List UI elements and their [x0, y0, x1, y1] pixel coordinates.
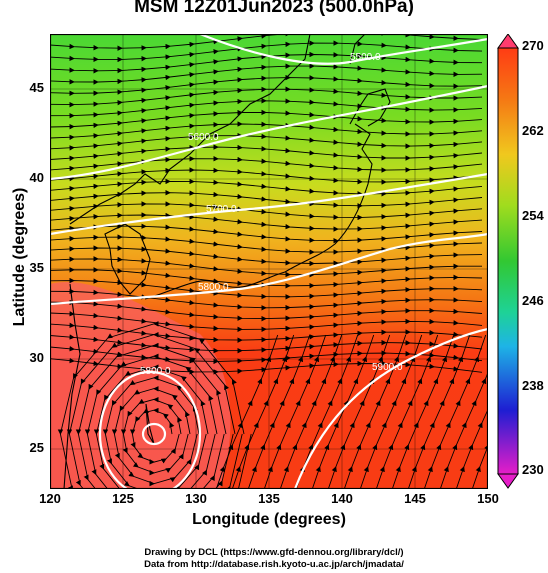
wind-streamlines: [50, 34, 488, 489]
map-title: MSM 12Z01Jun2023 (500.0hPa): [134, 0, 414, 17]
colorbar-tick-label: 246: [522, 293, 544, 308]
x-tick-label: 150: [477, 491, 499, 506]
streamline: [57, 321, 252, 489]
y-tick-label: 45: [29, 80, 44, 95]
x-tick-label: 130: [185, 491, 207, 506]
y-tick-label: 40: [29, 170, 44, 185]
contour-label-5700: 5700.0: [206, 204, 237, 215]
colorbar-scale: [497, 47, 519, 475]
x-tick-label: 120: [39, 491, 61, 506]
height-contours: [50, 34, 488, 489]
map-plot: 5500.0 5600.0 5700.0 5800.0 5800.0 5900.…: [50, 34, 488, 489]
contour-label-5800-south: 5800.0: [140, 366, 171, 377]
streamline: [471, 356, 488, 489]
contour-label-5900: 5900.0: [372, 362, 403, 373]
colorbar-tick-label: 254: [522, 208, 544, 223]
colorbar-tick-label: 270: [522, 38, 544, 53]
plot-frame: [50, 34, 488, 489]
credit-drawing: Drawing by DCL (https://www.gfd-dennou.o…: [144, 547, 404, 558]
colorbar: [497, 34, 519, 489]
colorbar-top-arrow: [497, 34, 519, 49]
x-tick-label: 125: [112, 491, 134, 506]
x-tick-label: 135: [258, 491, 280, 506]
x-tick-label: 140: [331, 491, 353, 506]
colorbar-tick-label: 262: [522, 123, 544, 138]
colorbar-tick-label: 238: [522, 378, 544, 393]
x-tick-label: 145: [404, 491, 426, 506]
y-tick-label: 30: [29, 350, 44, 365]
contour-labels: 5500.0 5600.0 5700.0 5800.0 5800.0 5900.…: [140, 52, 403, 377]
colorbar-bottom-arrow: [497, 473, 519, 489]
colorbar-tick-label: 230: [522, 462, 544, 477]
contour-label-5500: 5500.0: [350, 52, 381, 63]
y-axis-label: Latitude (degrees): [11, 187, 28, 327]
credit-data-source: Data from http://database.rish.kyoto-u.a…: [144, 559, 404, 570]
y-tick-label: 35: [29, 260, 44, 275]
contour-label-5600: 5600.0: [188, 132, 219, 143]
x-axis-label: Longitude (degrees): [192, 511, 346, 528]
contour-label-5800-north: 5800.0: [198, 282, 229, 293]
y-tick-label: 25: [29, 440, 44, 455]
lat-lon-grid: [50, 34, 488, 489]
